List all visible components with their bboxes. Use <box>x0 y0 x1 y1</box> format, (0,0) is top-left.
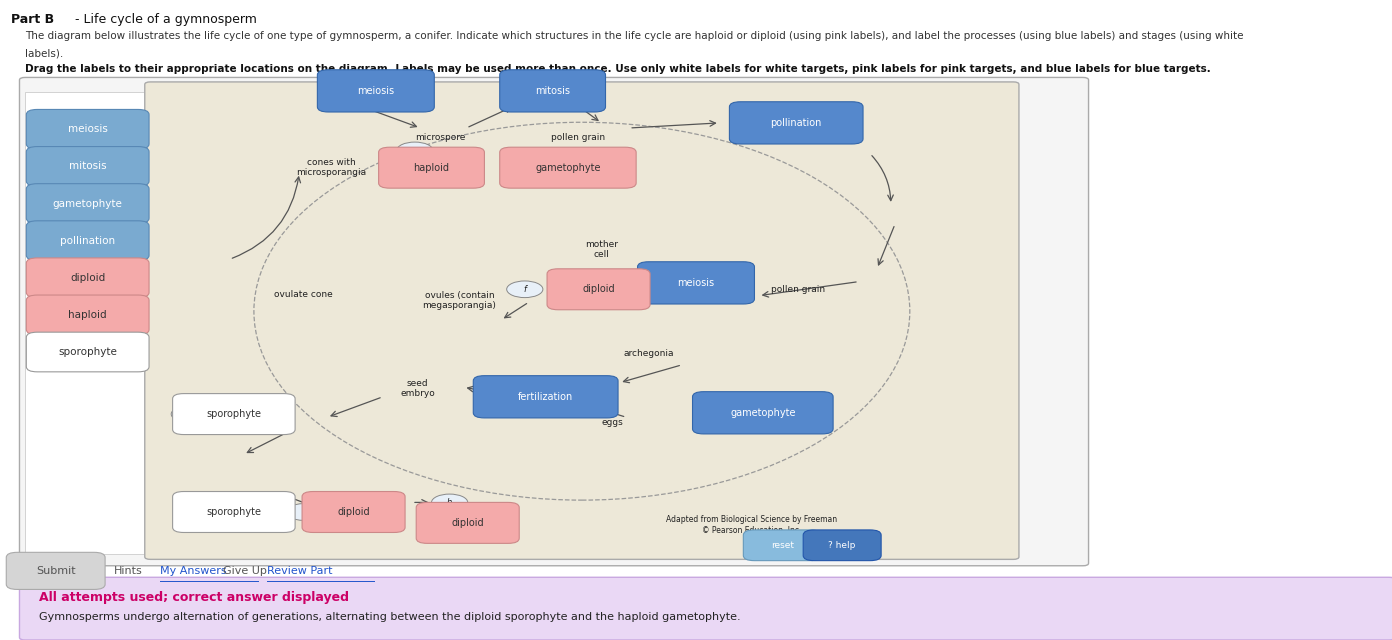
FancyBboxPatch shape <box>317 70 434 112</box>
Text: Gymnosperms undergo alternation of generations, alternating between the diploid : Gymnosperms undergo alternation of gener… <box>39 612 741 622</box>
FancyBboxPatch shape <box>26 147 149 186</box>
FancyBboxPatch shape <box>473 376 618 418</box>
Text: cones with
microsporangia: cones with microsporangia <box>296 158 366 177</box>
Text: e: e <box>753 117 759 126</box>
Text: diploid: diploid <box>337 507 370 517</box>
FancyBboxPatch shape <box>500 147 636 188</box>
Text: a: a <box>341 86 347 95</box>
Text: pollination: pollination <box>771 118 821 128</box>
FancyBboxPatch shape <box>26 258 149 298</box>
Text: haploid: haploid <box>413 163 450 173</box>
Text: meiosis: meiosis <box>358 86 394 96</box>
Text: seed
embryo: seed embryo <box>401 379 434 398</box>
Text: reset: reset <box>771 541 793 550</box>
Text: i: i <box>302 508 305 516</box>
Text: meiosis: meiosis <box>68 124 107 134</box>
FancyBboxPatch shape <box>26 221 149 260</box>
Text: Give Up: Give Up <box>223 566 267 576</box>
Text: archegonia: archegonia <box>624 349 674 358</box>
Text: g: g <box>764 406 770 415</box>
Circle shape <box>505 83 541 99</box>
Text: ? help: ? help <box>828 541 856 550</box>
Circle shape <box>397 142 433 159</box>
Text: mitosis: mitosis <box>68 161 107 172</box>
Circle shape <box>507 281 543 298</box>
Circle shape <box>285 504 322 520</box>
Text: Part B: Part B <box>11 13 54 26</box>
FancyBboxPatch shape <box>7 552 106 589</box>
Text: fertilization: fertilization <box>518 392 574 402</box>
Text: d: d <box>606 157 611 166</box>
Text: h: h <box>447 498 452 507</box>
Text: ovulate cone: ovulate cone <box>274 290 333 299</box>
FancyBboxPatch shape <box>379 147 484 188</box>
Text: f: f <box>523 285 526 294</box>
Text: ovules (contain
megasporangia): ovules (contain megasporangia) <box>422 291 497 310</box>
Text: j: j <box>188 410 191 419</box>
Text: sporophyte: sporophyte <box>206 409 262 419</box>
Text: diploid: diploid <box>70 273 106 283</box>
Text: My Answers: My Answers <box>160 566 227 576</box>
Text: Drag the labels to their appropriate locations on the diagram. Labels may be use: Drag the labels to their appropriate loc… <box>25 64 1211 74</box>
Text: All attempts used; correct answer displayed: All attempts used; correct answer displa… <box>39 591 349 604</box>
FancyBboxPatch shape <box>26 295 149 335</box>
Text: Submit: Submit <box>36 566 75 576</box>
Circle shape <box>590 153 626 170</box>
FancyBboxPatch shape <box>693 392 832 434</box>
Text: The diagram below illustrates the life cycle of one type of gymnosperm, a conife: The diagram below illustrates the life c… <box>25 31 1243 41</box>
FancyBboxPatch shape <box>547 269 650 310</box>
FancyBboxPatch shape <box>500 70 606 112</box>
Text: gametophyte: gametophyte <box>53 198 122 209</box>
Text: labels).: labels). <box>25 48 63 58</box>
FancyBboxPatch shape <box>26 184 149 223</box>
FancyBboxPatch shape <box>26 332 149 372</box>
Text: gametophyte: gametophyte <box>729 408 796 418</box>
Text: eggs: eggs <box>601 418 624 427</box>
Text: c: c <box>412 146 418 155</box>
Circle shape <box>432 494 468 511</box>
Text: Hints: Hints <box>114 566 143 576</box>
Text: b: b <box>521 86 526 95</box>
Text: gametophyte: gametophyte <box>535 163 601 173</box>
FancyBboxPatch shape <box>19 577 1392 640</box>
Text: pollination: pollination <box>60 236 116 246</box>
Text: pollen grain: pollen grain <box>771 285 824 294</box>
Text: - Life cycle of a gymnosperm: - Life cycle of a gymnosperm <box>71 13 258 26</box>
FancyBboxPatch shape <box>638 262 754 304</box>
FancyBboxPatch shape <box>173 394 295 435</box>
Circle shape <box>171 406 207 422</box>
Text: diploid: diploid <box>451 518 484 528</box>
Text: sporophyte: sporophyte <box>58 347 117 357</box>
Text: mitosis: mitosis <box>535 86 571 96</box>
FancyBboxPatch shape <box>26 109 149 149</box>
FancyBboxPatch shape <box>19 77 1089 566</box>
FancyBboxPatch shape <box>743 530 821 561</box>
Text: microspore: microspore <box>415 133 465 142</box>
Text: diploid: diploid <box>582 284 615 294</box>
FancyBboxPatch shape <box>302 492 405 532</box>
Text: haploid: haploid <box>68 310 107 320</box>
Text: Review Part: Review Part <box>267 566 333 576</box>
FancyBboxPatch shape <box>803 530 881 561</box>
FancyBboxPatch shape <box>416 502 519 543</box>
Text: Adapted from Biological Science by Freeman
© Pearson Education, Inc.: Adapted from Biological Science by Freem… <box>667 515 837 534</box>
Text: meiosis: meiosis <box>678 278 714 288</box>
FancyBboxPatch shape <box>145 82 1019 559</box>
FancyBboxPatch shape <box>729 102 863 144</box>
Text: sporophyte: sporophyte <box>206 507 262 517</box>
FancyBboxPatch shape <box>25 92 150 554</box>
Circle shape <box>749 403 785 419</box>
Circle shape <box>738 113 774 130</box>
Circle shape <box>326 83 362 99</box>
Text: mother
cell: mother cell <box>585 240 618 259</box>
FancyBboxPatch shape <box>173 492 295 532</box>
Text: pollen grain: pollen grain <box>551 133 604 142</box>
